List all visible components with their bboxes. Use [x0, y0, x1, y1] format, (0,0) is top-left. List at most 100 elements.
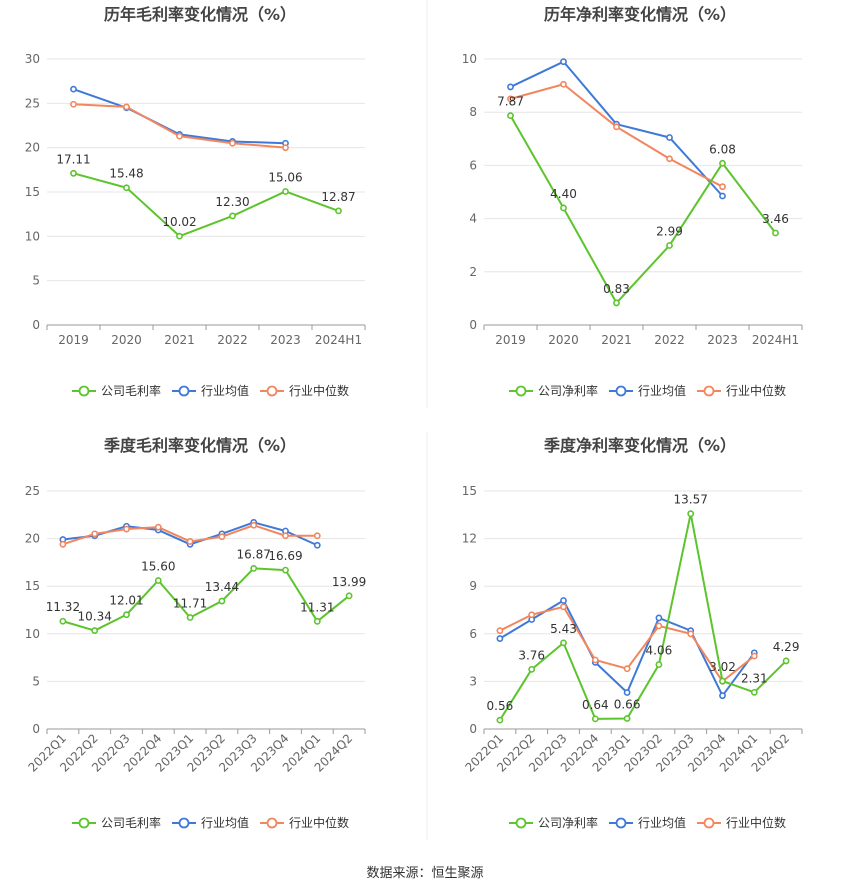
data-point-company [70, 169, 77, 177]
data-point-industry_median [282, 532, 289, 540]
y-tick-label: 20 [25, 141, 40, 155]
data-point-company [772, 229, 779, 237]
data-point-company [687, 510, 695, 518]
y-tick-label: 0 [469, 722, 477, 736]
legend-item-industry_avg: 行业均值 [609, 815, 686, 830]
data-label: 10.34 [78, 610, 112, 624]
data-source-note: 数据来源：恒生聚源 [366, 866, 484, 881]
x-tick-label: 2024H1 [752, 333, 799, 347]
data-label: 12.30 [215, 195, 249, 209]
legend-label: 行业均值 [201, 815, 249, 830]
data-label: 17.11 [56, 152, 90, 166]
data-point-company [750, 688, 758, 696]
legend-marker [78, 385, 90, 397]
data-point-company [123, 184, 130, 192]
data-label: 16.87 [237, 547, 271, 561]
data-point-company [496, 716, 504, 724]
data-label: 0.83 [603, 282, 630, 296]
chart-panel-1: 历年毛利率变化情况（%） 0 5 10 15 20 25 30 2019 2020 2021 2022… [25, 5, 366, 398]
data-label: 11.32 [46, 600, 80, 614]
y-tick-label: 12 [462, 532, 477, 546]
legend-label: 行业中位数 [726, 815, 786, 830]
y-tick-label: 10 [25, 229, 40, 243]
data-point-company [623, 715, 631, 722]
legend-label: 行业中位数 [289, 383, 349, 398]
data-point-industry_median [123, 525, 130, 533]
y-tick-label: 6 [469, 158, 477, 172]
data-label: 4.06 [646, 644, 673, 658]
series-line-company [509, 115, 777, 304]
y-tick-label: 15 [25, 185, 40, 199]
chart-title: 季度净利率变化情况（%） [543, 436, 736, 455]
legend-marker [78, 817, 90, 829]
series-line-company [73, 172, 339, 238]
data-point-company [229, 212, 236, 220]
data-point-company [335, 207, 342, 215]
data-point-industry_median [613, 123, 620, 131]
data-point-industry_avg [313, 541, 321, 549]
y-tick-label: 0 [32, 318, 40, 332]
legend-item-company: 公司净利率 [509, 815, 598, 830]
data-label: 2.31 [741, 671, 768, 685]
legend-marker [515, 817, 527, 829]
legend-label: 行业中位数 [289, 815, 349, 830]
data-label: 3.46 [762, 212, 789, 226]
data-label: 10.02 [162, 215, 196, 229]
y-tick-label: 5 [32, 274, 40, 288]
legend-item-industry_avg: 行业均值 [172, 383, 249, 398]
data-point-industry_median [250, 521, 258, 529]
x-tick-label: 2023 [707, 333, 738, 347]
data-point-company [218, 597, 226, 605]
data-point-industry_median [70, 100, 77, 108]
data-point-industry_median [623, 665, 631, 673]
data-point-industry_median [560, 80, 567, 88]
data-label: 12.01 [109, 594, 143, 608]
series-line-industry_median [73, 103, 286, 149]
x-tick-label: 2020 [111, 333, 142, 347]
data-point-company [528, 665, 536, 673]
legend-marker [615, 385, 627, 397]
y-tick-label: 4 [469, 212, 477, 226]
data-label: 4.29 [773, 640, 800, 654]
x-tick-label: 2020 [548, 333, 579, 347]
data-point-company [91, 627, 99, 634]
data-label: 12.87 [321, 190, 355, 204]
data-label: 13.99 [332, 575, 366, 589]
y-tick-label: 25 [25, 484, 40, 498]
legend-label: 公司净利率 [538, 815, 598, 830]
legend-item-industry_median: 行业中位数 [697, 815, 786, 830]
legend-marker [266, 817, 278, 829]
legend-item-company: 公司毛利率 [72, 383, 161, 398]
y-tick-label: 0 [32, 722, 40, 736]
y-tick-label: 10 [25, 627, 40, 641]
data-point-industry_median [59, 540, 67, 548]
data-point-company [313, 617, 321, 625]
y-tick-label: 6 [469, 627, 477, 641]
y-tick-label: 30 [25, 52, 40, 66]
data-label: 0.66 [614, 698, 641, 712]
data-point-industry_median [591, 656, 599, 664]
legend-label: 行业均值 [638, 383, 686, 398]
data-point-industry_median [687, 630, 695, 638]
data-label: 5.43 [550, 622, 577, 636]
legend-marker [615, 817, 627, 829]
data-point-company [282, 188, 289, 195]
data-label: 4.40 [550, 187, 577, 201]
data-point-industry_median [496, 627, 504, 635]
data-point-company [666, 242, 673, 249]
x-tick-label: 2022 [654, 333, 685, 347]
data-point-company [59, 617, 67, 625]
data-point-industry_avg [719, 692, 726, 700]
data-point-company [176, 232, 183, 240]
legend-item-industry_avg: 行业均值 [609, 383, 686, 398]
data-point-company [719, 159, 726, 167]
data-label: 0.56 [487, 699, 514, 713]
legend-marker [703, 385, 715, 397]
legend-item-company: 公司毛利率 [72, 815, 161, 830]
data-point-company [154, 577, 162, 584]
x-tick-label: 2021 [164, 333, 195, 347]
data-label: 6.08 [709, 142, 736, 156]
legend-marker [515, 385, 527, 397]
data-point-industry_median [750, 652, 758, 660]
y-tick-label: 20 [25, 532, 40, 546]
